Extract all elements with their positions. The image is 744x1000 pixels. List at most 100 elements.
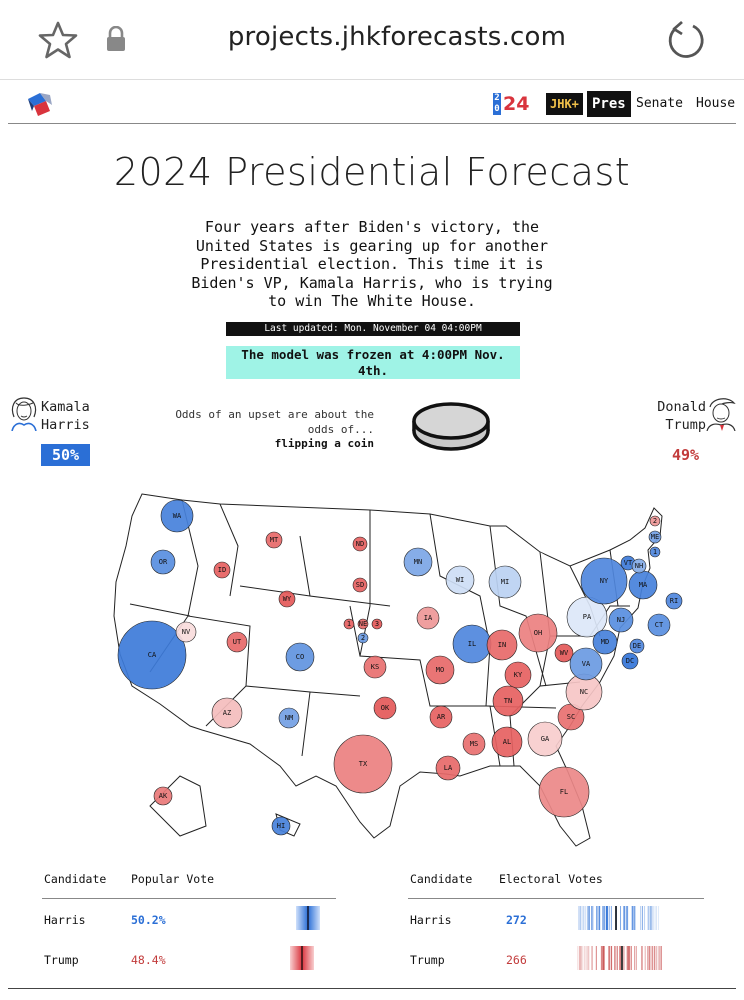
state-bubble-wi[interactable] <box>445 565 475 595</box>
state-bubble-dc[interactable] <box>621 652 639 670</box>
state-bubble-id[interactable] <box>213 561 231 579</box>
state-bubble-la[interactable] <box>435 755 461 781</box>
state-bubble-ks[interactable] <box>363 655 387 679</box>
pv-harris-value: 50.2% <box>131 913 166 927</box>
state-bubble-2[interactable] <box>357 632 369 644</box>
address-bar-url[interactable]: projects.jhkforecasts.com <box>227 22 567 52</box>
nav-house[interactable]: House <box>696 96 736 111</box>
state-bubble-me[interactable] <box>648 530 662 544</box>
reload-icon[interactable] <box>666 20 706 60</box>
state-bubble-ky[interactable] <box>504 661 532 689</box>
trump-odds: 49% <box>672 446 700 464</box>
state-bubble-wa[interactable] <box>160 499 194 533</box>
state-bubble-al[interactable] <box>491 726 523 758</box>
state-bubble-nj[interactable] <box>608 607 634 633</box>
state-bubble-az[interactable] <box>211 697 243 729</box>
state-bubble-in[interactable] <box>486 629 518 661</box>
lock-icon <box>107 26 125 51</box>
state-bubble-ri[interactable] <box>665 592 683 610</box>
state-bubble-me-1[interactable] <box>649 546 661 558</box>
state-bubble-va[interactable] <box>569 647 603 681</box>
pv-trump-name: Trump <box>44 953 79 967</box>
jhk-logo[interactable] <box>26 89 56 119</box>
state-bubble-ny[interactable] <box>580 557 628 605</box>
state-label-wy: WY <box>283 595 292 603</box>
trump-name: Donald Trump <box>657 398 706 434</box>
ev-header-rule <box>408 898 704 899</box>
state-bubble-ms[interactable] <box>462 732 486 756</box>
state-bubble-me-2[interactable] <box>649 515 661 527</box>
state-bubble-nh[interactable] <box>631 558 647 574</box>
state-bubble-3[interactable] <box>371 618 383 630</box>
state-bubble-ca[interactable] <box>117 620 187 690</box>
state-bubble-oh[interactable] <box>518 613 558 653</box>
state-bubble-ut[interactable] <box>226 631 248 653</box>
state-bubble-pa[interactable] <box>566 596 608 638</box>
state-label-mn: MN <box>414 558 422 566</box>
state-bubble-co[interactable] <box>285 642 315 672</box>
ev-trump-name: Trump <box>410 953 445 967</box>
harris-last-name: Harris <box>41 417 90 433</box>
state-label-3: 3 <box>375 620 379 628</box>
state-bubble-wv[interactable] <box>554 643 574 663</box>
state-label-ak: AK <box>159 792 168 800</box>
state-bubble-1[interactable] <box>343 618 355 630</box>
state-bubble-ak[interactable] <box>153 786 173 806</box>
ev-trump-distribution <box>577 946 662 970</box>
state-bubble-ok[interactable] <box>373 696 397 720</box>
state-label-ca: CA <box>148 651 157 659</box>
state-label-sd: SD <box>356 581 364 589</box>
state-label-hi: HI <box>277 822 285 830</box>
state-bubble-mi[interactable] <box>488 565 522 599</box>
state-bubble-hi[interactable] <box>271 816 291 836</box>
year-rest: 24 <box>503 93 530 115</box>
popular-vote-table: Candidate Popular Vote Harris 50.2% Trum… <box>42 868 336 988</box>
state-bubble-tn[interactable] <box>492 685 524 717</box>
state-bubble-nm[interactable] <box>278 707 300 729</box>
state-bubble-fl[interactable] <box>538 766 590 818</box>
state-label-mi: MI <box>501 578 509 586</box>
pv-harris-distribution <box>296 906 320 930</box>
year-stack: 2 0 <box>493 93 501 115</box>
bookmark-star-icon[interactable] <box>38 20 78 60</box>
state-label-ne: NE <box>359 620 367 628</box>
state-label-ar: AR <box>437 713 446 721</box>
pv-header-candidate: Candidate <box>44 872 107 886</box>
state-label-wi: WI <box>456 576 464 584</box>
state-bubble-mn[interactable] <box>403 547 433 577</box>
state-label-pa: PA <box>583 613 592 621</box>
state-bubble-ga[interactable] <box>527 721 563 757</box>
state-label-al: AL <box>503 738 511 746</box>
state-bubble-de[interactable] <box>629 638 645 654</box>
state-bubble-ia[interactable] <box>416 606 440 630</box>
upset-odds-answer: flipping a coin <box>274 437 374 451</box>
state-bubble-sd[interactable] <box>352 577 368 593</box>
state-bubble-tx[interactable] <box>333 734 393 794</box>
state-label-az: AZ <box>223 709 231 717</box>
state-bubble-nv[interactable] <box>175 621 197 643</box>
state-bubble-ne[interactable] <box>357 618 369 630</box>
state-bubble-nd[interactable] <box>352 536 368 552</box>
state-bubble-wy[interactable] <box>278 590 296 608</box>
nav-senate[interactable]: Senate <box>636 96 683 111</box>
nav-pres[interactable]: Pres <box>587 91 631 117</box>
state-label-nd: ND <box>356 540 364 548</box>
state-bubble-or[interactable] <box>150 549 176 575</box>
browser-toolbar: projects.jhkforecasts.com <box>0 0 744 80</box>
state-label-1: 1 <box>347 620 351 628</box>
state-label-me-1: 1 <box>653 548 657 556</box>
nav-2024-link[interactable]: 2 0 24 <box>493 92 529 116</box>
state-label-oh: OH <box>534 629 542 637</box>
state-bubble-mo[interactable] <box>425 655 455 685</box>
electoral-votes-table: Candidate Electoral Votes Harris 272 Tru… <box>408 868 704 988</box>
state-bubble-mt[interactable] <box>265 531 283 549</box>
state-label-ga: GA <box>541 735 550 743</box>
nav-jhk-plus[interactable]: JHK+ <box>546 93 583 115</box>
state-bubble-md[interactable] <box>592 629 618 655</box>
state-bubble-ct[interactable] <box>647 613 671 637</box>
pv-trump-value: 48.4% <box>131 953 166 967</box>
state-label-ia: IA <box>424 614 433 622</box>
year-bottom-digit: 0 <box>493 104 501 115</box>
state-label-nh: NH <box>635 562 643 570</box>
state-bubble-ar[interactable] <box>429 705 453 729</box>
